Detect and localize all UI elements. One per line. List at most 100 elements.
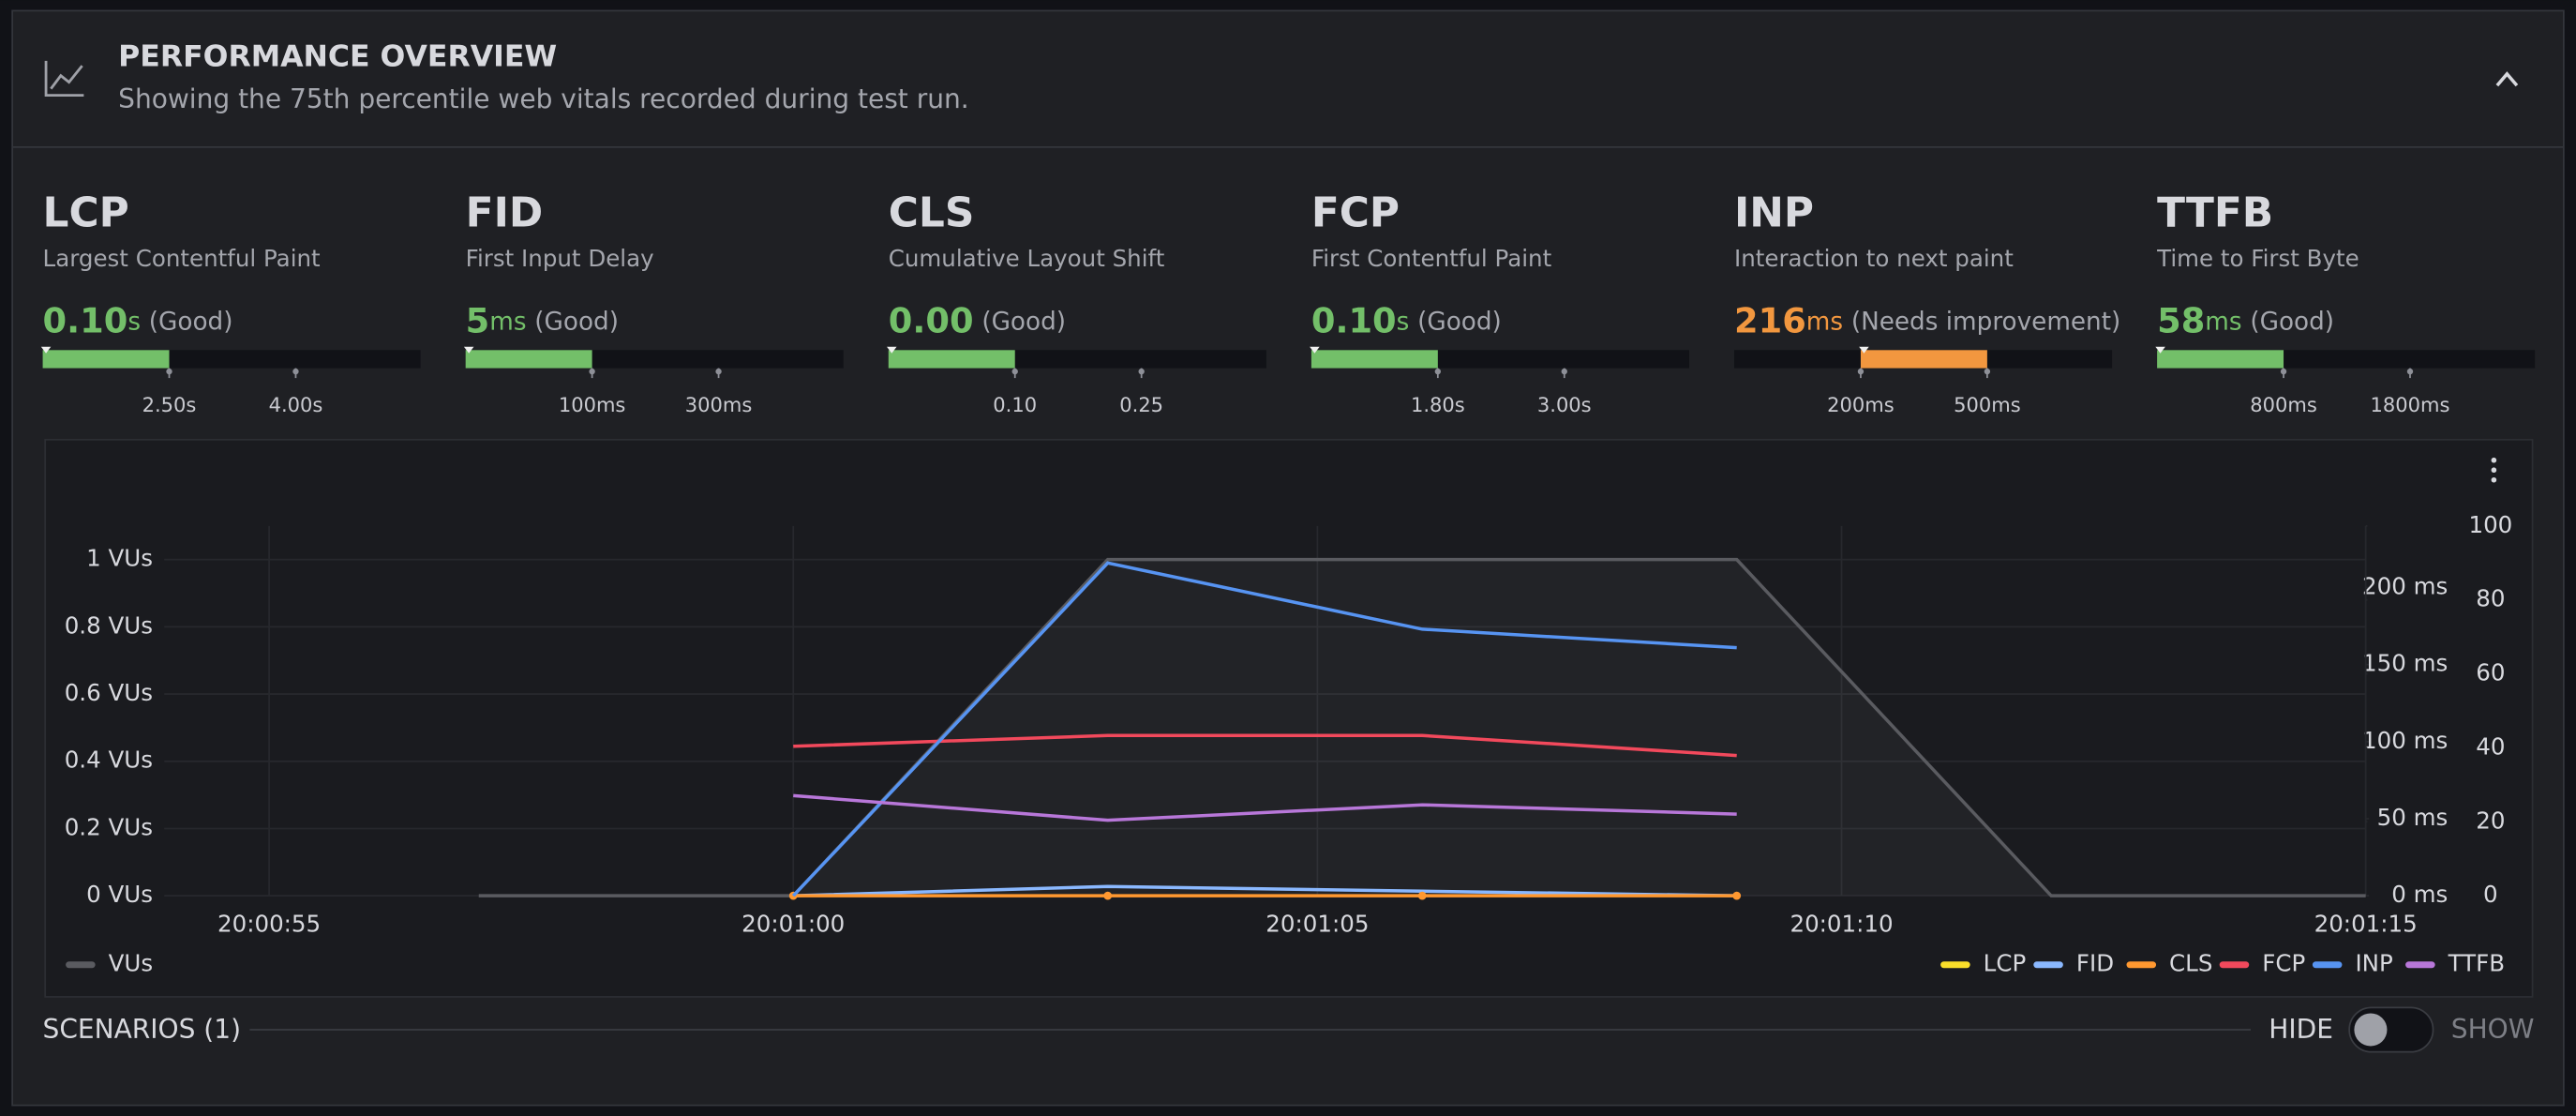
series-line [791,561,1737,897]
menu-dot [2491,467,2497,474]
y2-tick-label: 100 ms [2362,727,2448,754]
metric-unit: ms [2205,308,2241,336]
metric-card: INP Interaction to next paint 216ms (Needs … [1733,189,2120,416]
hide-label: HIDE [2269,1014,2333,1045]
metric-range [888,350,1015,369]
metric-value: 0.10 [43,300,128,340]
metric-abbr: FID [466,189,544,237]
metric-name: Time to First Byte [2156,245,2359,272]
metric-range [465,350,592,369]
y3-tick-label: 40 [2476,732,2505,760]
y3-tick-label: 0 [2483,881,2498,908]
series-point [1417,891,1427,900]
x-tick-label: 20:00:55 [217,911,321,938]
legend-label: FCP [2262,950,2305,977]
metric-pointer [1310,346,1320,354]
threshold-dot [2280,368,2287,375]
metric-name: First Contentful Paint [1311,245,1552,272]
threshold-dot [715,368,722,375]
collapse-button[interactable] [2495,71,2519,87]
threshold-dot [1561,368,1567,375]
metric-unit: ms [489,308,526,336]
metric-abbr: FCP [1311,189,1400,237]
y2-tick-label: 200 ms [2362,573,2448,600]
y-tick-label: 0.2 VUs [65,813,153,840]
metric-pointer [463,346,474,354]
legend-label: VUs [109,950,153,977]
x-tick-label: 20:01:00 [741,911,845,938]
metric-value: 5 [466,300,490,340]
metric-value: 58 [2157,300,2205,340]
metric-value: 0.00 [889,300,974,340]
y-tick-label: 0.8 VUs [65,611,153,639]
panel-title: PERFORMANCE OVERVIEW [118,39,557,73]
metric-card: LCP Largest Contentful Paint 0.10s (Good) 2.… [40,189,421,416]
menu-dot [2491,476,2497,483]
series-line [793,884,1737,897]
legend: TTFB INP FCP CLS FID LCP VUs [66,950,2505,977]
threshold-dot [589,368,595,375]
metric-value: 216 [1734,300,1806,340]
series-point [1732,891,1742,900]
metric-status: (Good) [981,308,1066,336]
y-tick-label: 0.6 VUs [65,679,153,706]
y-tick-label: 0 VUs [86,881,153,908]
chart-area [44,438,2534,998]
y2-tick-label: 50 ms [2377,804,2449,831]
threshold-dot [1857,368,1865,375]
metric-name: Largest Contentful Paint [43,245,321,272]
threshold-label: 500ms [1954,393,2021,416]
metric-pointer [40,346,52,354]
chart-menu[interactable] [2491,457,2497,483]
y2-tick-label: 0 ms [2391,881,2448,908]
metric-value-line: 5ms (Good) [466,300,619,340]
legend-label: CLS [2169,950,2212,977]
threshold-label: 1800ms [2371,393,2450,416]
threshold-label: 300ms [685,393,753,416]
threshold-dot [166,368,172,375]
series-line [793,793,1737,822]
chart-icon [44,60,84,98]
threshold-label: 100ms [559,393,626,416]
metric-cards: LCP Largest Contentful Paint 0.10s (Good) 2.… [40,189,2536,416]
threshold-label: 800ms [2250,393,2317,416]
y-tick-label: 0.4 VUs [65,747,153,774]
metric-name: Interaction to next paint [1734,245,2014,272]
scenarios-label: SCENARIOS (1) [43,1014,241,1045]
threshold-dot [1011,368,1018,375]
metric-pointer [2155,346,2165,354]
metric-card: FID First Input Delay 5ms (Good) 100ms 300ms [463,189,844,416]
y3-tick-label: 20 [2476,807,2505,834]
metric-value-line: 0.10s (Good) [1311,300,1502,340]
threshold-dot [1434,368,1441,375]
metric-value-line: 0.00 (Good) [889,300,1066,340]
metric-abbr: INP [1734,189,1814,237]
metric-card: CLS Cumulative Layout Shift 0.00 (Good) 0.10… [887,189,1266,416]
series-area [478,559,2366,897]
metric-unit: ms [1806,308,1843,336]
metric-value-line: 0.10s (Good) [43,300,233,340]
threshold-dot [1138,368,1145,375]
threshold-dot [2406,368,2414,375]
x-tick-label: 20:01:10 [1790,911,1893,938]
panel-subtitle: Showing the 75th percentile web vitals r… [118,83,969,114]
metric-abbr: LCP [43,189,129,237]
metric-status: (Good) [149,308,233,336]
show-label: SHOW [2451,1014,2535,1045]
metric-range [1860,350,1987,369]
threshold-dot [1984,368,1991,375]
metric-card: TTFB Time to First Byte 58ms (Good) 800ms 180… [2155,189,2536,416]
metric-value-line: 58ms (Good) [2157,300,2334,340]
metric-status: (Good) [1417,308,1502,336]
metric-abbr: TTFB [2157,189,2273,237]
metric-card: FCP First Contentful Paint 0.10s (Good) 1.80… [1310,189,1689,416]
legend-label: TTFB [2448,950,2505,977]
threshold-label: 2.50s [142,393,197,416]
metric-abbr: CLS [889,189,975,237]
toggle-knob [2354,1013,2388,1047]
legend-label: INP [2355,950,2392,977]
metric-value: 0.10 [1311,300,1397,340]
threshold-label: 1.80s [1411,393,1465,416]
